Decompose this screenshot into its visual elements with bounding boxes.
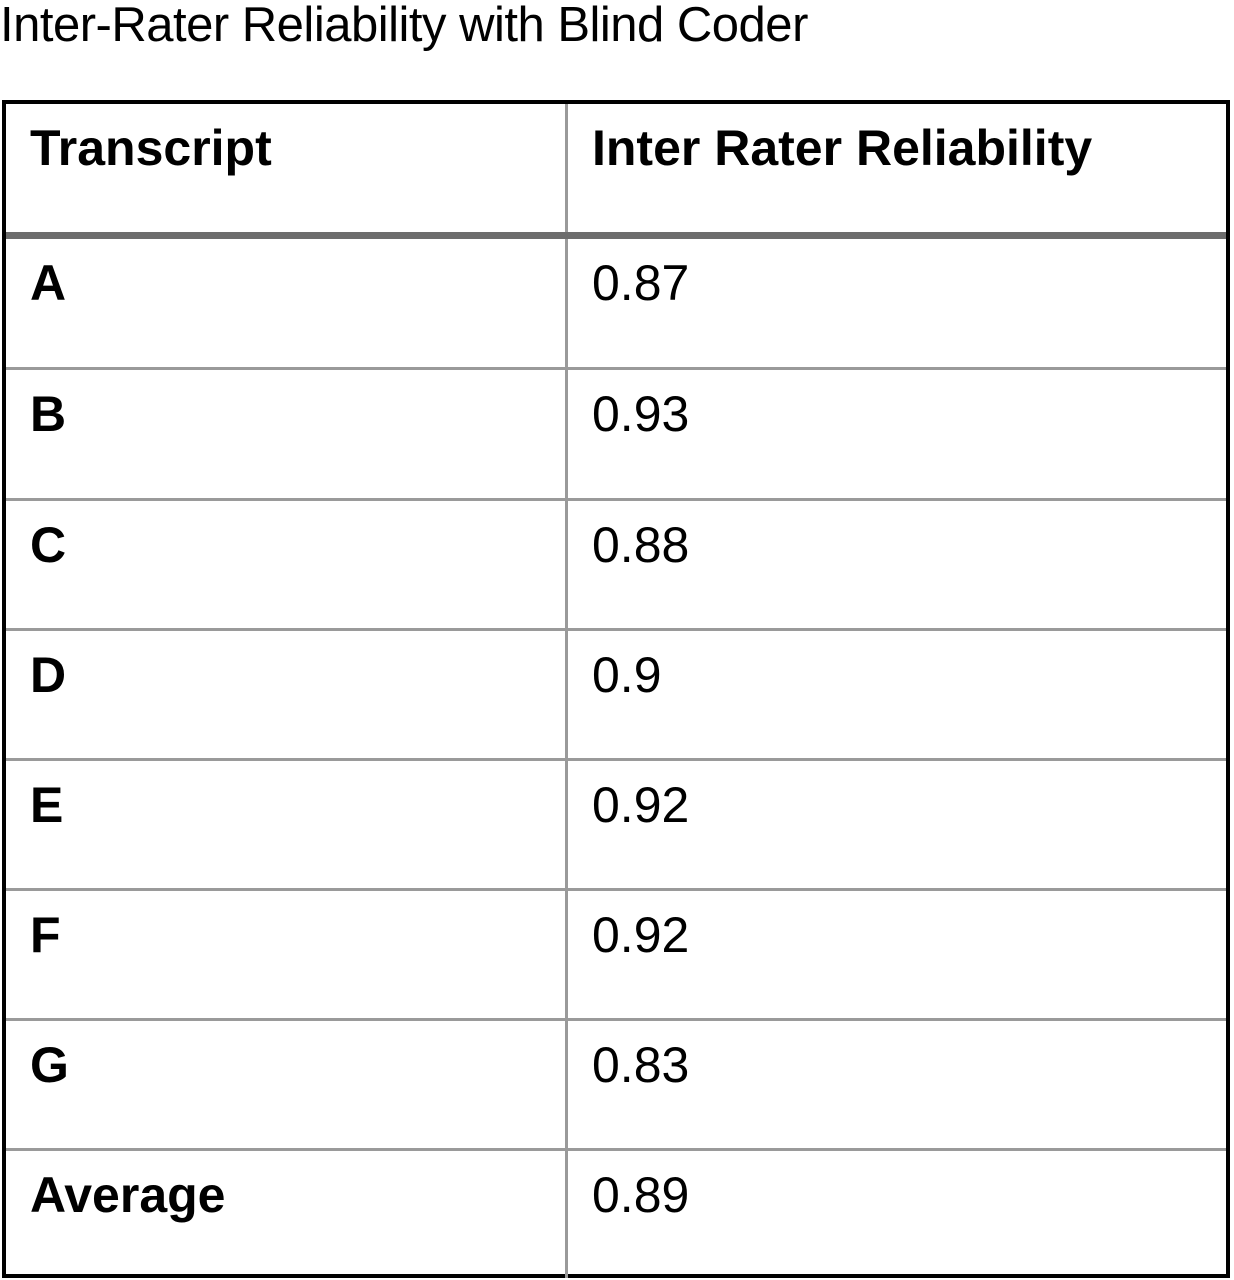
transcript-cell: C (6, 501, 568, 629)
table-row: C 0.88 (6, 501, 1226, 629)
row-divider (6, 888, 1226, 891)
transcript-cell: D (6, 631, 568, 759)
transcript-cell: G (6, 1021, 568, 1149)
reliability-cell: 0.87 (592, 255, 690, 311)
table-row: A 0.87 (6, 239, 1226, 367)
transcript-cell: A (6, 239, 568, 367)
reliability-table: Transcript Inter Rater Reliability A 0.8… (2, 100, 1230, 1278)
column-header-reliability: Inter Rater Reliability (592, 120, 1093, 176)
reliability-cell: 0.92 (592, 777, 690, 833)
transcript-cell: E (6, 761, 568, 889)
row-divider (6, 367, 1226, 370)
transcript-cell: Average (6, 1151, 568, 1278)
reliability-cell: 0.83 (592, 1037, 690, 1093)
row-divider (6, 628, 1226, 631)
column-header-transcript: Transcript (6, 104, 568, 234)
transcript-cell: B (6, 370, 568, 498)
reliability-cell: 0.93 (592, 386, 690, 442)
reliability-cell: 0.92 (592, 907, 690, 963)
row-divider (6, 758, 1226, 761)
table-header-row: Transcript Inter Rater Reliability (6, 104, 1226, 234)
row-divider (6, 1148, 1226, 1151)
row-divider (6, 498, 1226, 501)
transcript-cell: F (6, 891, 568, 1019)
reliability-cell: 0.89 (592, 1167, 690, 1223)
row-divider (6, 1018, 1226, 1021)
table-row-average: Average 0.89 (6, 1151, 1226, 1278)
table-row: B 0.93 (6, 370, 1226, 498)
table-row: E 0.92 (6, 761, 1226, 889)
table-title: Inter-Rater Reliability with Blind Coder (0, 0, 808, 52)
table-row: F 0.92 (6, 891, 1226, 1019)
table-row: D 0.9 (6, 631, 1226, 759)
reliability-cell: 0.9 (592, 647, 662, 703)
reliability-cell: 0.88 (592, 517, 690, 573)
table-row: G 0.83 (6, 1021, 1226, 1149)
header-divider (6, 232, 1226, 239)
